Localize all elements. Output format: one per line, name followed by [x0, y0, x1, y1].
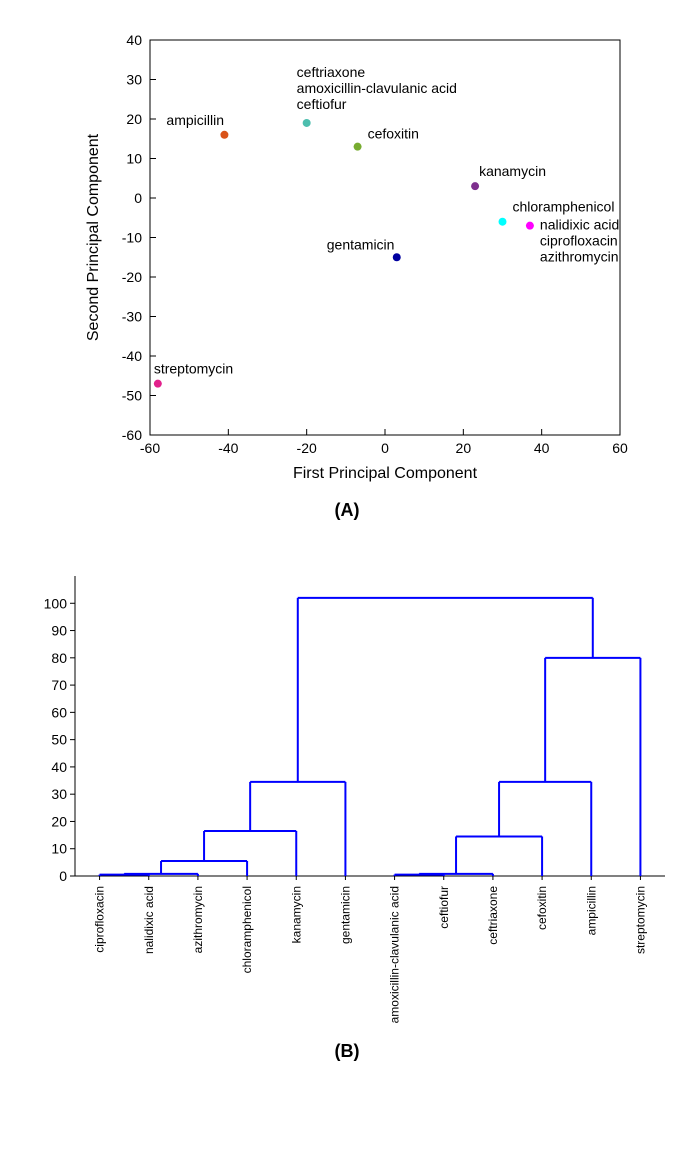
dendrogram-panel: 0 10 20 30 40 50 60 70 80 90 100 ciprofloxacin nalid…: [20, 561, 674, 1062]
scatter-point-label: nalidixic acid: [540, 217, 619, 233]
svg-text:80: 80: [51, 650, 67, 666]
scatter-point-label: kanamycin: [479, 163, 546, 179]
svg-text:-40: -40: [122, 348, 142, 364]
svg-text:30: 30: [51, 786, 67, 802]
scatter-panel: -60 -40 -20 0 20 40 60 -60 -50 -40 -30 -20 -10 0 10 20 3…: [20, 20, 674, 521]
dendrogram-leaf-label: ampicillin: [584, 886, 598, 935]
svg-text:40: 40: [51, 759, 67, 775]
svg-text:30: 30: [126, 72, 142, 88]
svg-text:-60: -60: [140, 440, 160, 456]
scatter-point-label: streptomycin: [154, 361, 233, 377]
svg-text:50: 50: [51, 732, 67, 748]
svg-text:First Principal Component: First Principal Component: [293, 465, 478, 482]
dendrogram-leaf-label: cefoxitin: [535, 886, 549, 930]
scatter-point-label: cefoxitin: [368, 126, 419, 142]
scatter-point: [499, 218, 507, 226]
svg-text:60: 60: [51, 704, 67, 720]
dendrogram-leaf-label: kanamycin: [289, 886, 303, 943]
scatter-svg: -60 -40 -20 0 20 40 60 -60 -50 -40 -30 -20 -10 0 10 20 3…: [80, 20, 640, 490]
dendrogram-leaf-label: ceftiofur: [437, 886, 451, 929]
svg-text:Second Principal Component: Second Principal Component: [85, 133, 102, 341]
svg-text:-20: -20: [297, 440, 317, 456]
svg-text:90: 90: [51, 623, 67, 639]
scatter-point: [471, 182, 479, 190]
svg-text:20: 20: [51, 813, 67, 829]
scatter-point-label: ampicillin: [166, 112, 224, 128]
scatter-point-label: ceftriaxone: [297, 64, 366, 80]
panel-a-caption: (A): [20, 500, 674, 521]
panel-b-caption: (B): [20, 1041, 674, 1062]
dendrogram-leaf-label: streptomycin: [633, 886, 647, 954]
svg-text:-60: -60: [122, 427, 142, 443]
dendrogram-leaf-label: ceftriaxone: [486, 886, 500, 945]
scatter-point: [526, 222, 534, 230]
svg-text:40: 40: [126, 32, 142, 48]
dendrogram-leaf-label: nalidixic acid: [142, 886, 156, 954]
scatter-point-label: ciprofloxacin: [540, 233, 618, 249]
svg-text:0: 0: [381, 440, 389, 456]
svg-text:10: 10: [51, 841, 67, 857]
svg-text:0: 0: [134, 190, 142, 206]
svg-text:-30: -30: [122, 309, 142, 325]
dendrogram-leaf-label: azithromycin: [191, 886, 205, 953]
dendrogram-leaf-label: amoxicillin-clavulanic acid: [388, 886, 402, 1023]
svg-text:40: 40: [534, 440, 550, 456]
scatter-point-label: gentamicin: [327, 236, 395, 252]
dendrogram-leaf-label: gentamicin: [338, 886, 352, 944]
svg-text:-10: -10: [122, 230, 142, 246]
svg-text:0: 0: [59, 868, 67, 884]
dendrogram-leaf-label: chloramphenicol: [240, 886, 254, 973]
svg-text:10: 10: [126, 151, 142, 167]
dendrogram-svg: 0 10 20 30 40 50 60 70 80 90 100 ciprofloxacin nalid…: [20, 561, 680, 1031]
svg-text:20: 20: [126, 111, 142, 127]
svg-text:100: 100: [44, 595, 68, 611]
scatter-point-label: amoxicillin-clavulanic acid: [297, 80, 457, 96]
scatter-point: [393, 253, 401, 261]
svg-text:20: 20: [456, 440, 472, 456]
svg-text:-40: -40: [218, 440, 238, 456]
scatter-point-label: chloramphenicol: [513, 199, 615, 215]
svg-text:-50: -50: [122, 388, 142, 404]
scatter-point: [154, 380, 162, 388]
svg-text:70: 70: [51, 677, 67, 693]
scatter-point-label: ceftiofur: [297, 96, 347, 112]
scatter-point: [303, 119, 311, 127]
svg-text:-20: -20: [122, 269, 142, 285]
dendrogram-leaf-label: ciprofloxacin: [93, 886, 107, 953]
svg-text:60: 60: [612, 440, 628, 456]
scatter-point: [354, 143, 362, 151]
scatter-point: [220, 131, 228, 139]
scatter-point-label: azithromycin: [540, 249, 619, 265]
